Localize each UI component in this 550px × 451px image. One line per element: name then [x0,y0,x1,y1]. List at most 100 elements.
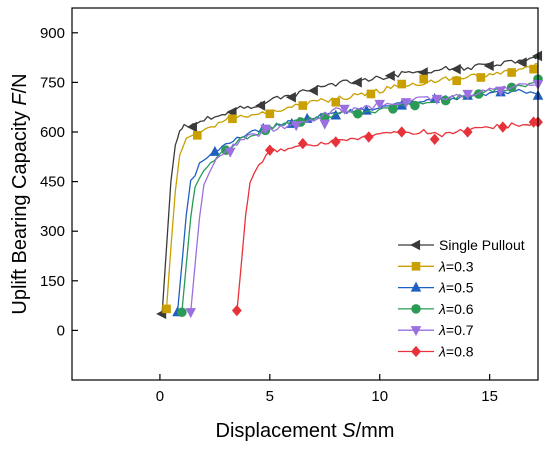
legend-symbol: λ [438,344,446,360]
data-point [384,70,395,82]
data-point [450,63,461,75]
y-tick-label: 300 [40,223,65,240]
legend-value: =0.3 [446,258,474,274]
axes [71,7,539,381]
legend-label: Single Pullout [439,237,525,253]
series-line [165,62,539,309]
data-point [297,137,308,150]
data-point [186,121,197,133]
legend-value: =0.7 [446,322,474,338]
data-point [260,124,271,135]
series-group [185,79,544,319]
data-point [265,109,275,119]
x-tick-label: 0 [156,388,164,405]
legend-item: λ=0.6 [398,301,474,317]
data-point [400,98,412,109]
legend-symbol: λ [438,322,446,338]
series-line [190,81,539,313]
data-point [462,89,473,100]
data-point [483,60,494,72]
data-point [264,144,275,156]
legend-label: λ=0.6 [438,301,474,317]
y-tick-label: 150 [40,273,65,290]
data-point [507,68,516,77]
data-point [307,85,318,96]
legend-label: λ=0.8 [438,344,474,360]
data-point [290,121,302,132]
data-point [226,106,237,118]
data-point [396,126,407,138]
legend-value: =0.8 [446,344,474,360]
data-point [331,97,341,107]
legend-item: λ=0.7 [398,322,474,338]
plot-area [156,50,544,320]
data-point [162,304,171,314]
data-point [330,136,341,148]
data-point [366,89,376,99]
data-point [209,145,221,156]
data-point [374,99,385,110]
data-point [397,79,407,89]
data-point [319,119,331,130]
data-point [410,100,420,111]
x-tick-label: 5 [266,388,274,405]
data-point [177,307,187,317]
series-line [236,120,539,313]
data-point [532,50,543,62]
data-point [231,304,242,317]
legend-symbol: λ [438,280,446,296]
legend-marker [411,304,421,314]
data-point [419,74,429,84]
data-point [462,126,473,138]
data-point [185,308,196,319]
data-point [516,57,527,68]
legend-symbol: λ [438,258,446,274]
legend-value: =0.6 [446,301,474,317]
legend-label: λ=0.5 [438,280,474,296]
legend-symbol: λ [438,301,446,317]
y-tick-label: 900 [40,25,65,42]
legend-value: =0.5 [446,280,474,296]
data-point [298,101,308,110]
x-axis-title: Displacement S/mm [216,420,395,442]
legend-marker [411,345,421,358]
legend-label: λ=0.3 [438,258,474,274]
data-point [352,109,363,119]
x-tick-label: 10 [371,388,388,405]
legend-item: λ=0.5 [398,280,474,296]
series-group [231,116,543,317]
legend-marker [410,326,422,337]
x-tick-label: 15 [481,388,498,405]
data-point [285,92,296,103]
y-tick-label: 450 [40,174,65,191]
legend-label: λ=0.7 [438,322,474,338]
data-point [429,133,440,145]
data-point [363,131,374,143]
legend-marker [411,261,421,271]
data-point [529,64,538,74]
data-point [431,94,443,105]
series-group [162,62,539,314]
legend-marker [410,281,422,292]
data-point [225,147,236,158]
series-line [161,55,539,314]
data-point [497,121,508,133]
data-point [339,104,350,115]
legend-item: λ=0.3 [398,258,474,274]
legend-item: λ=0.8 [398,344,474,360]
data-point [255,100,266,111]
legend-value: Single Pullout [439,237,525,253]
data-point [388,104,398,114]
data-point [192,130,202,140]
legend-item: Single Pullout [398,237,525,253]
y-axis-title: Uplift Bearing Capacity F/N [9,73,31,314]
series-group [156,50,543,320]
data-point [495,86,506,97]
data-point [228,114,237,124]
y-tick-label: 600 [40,124,65,141]
data-point [417,67,428,78]
plot-frame [71,7,539,381]
